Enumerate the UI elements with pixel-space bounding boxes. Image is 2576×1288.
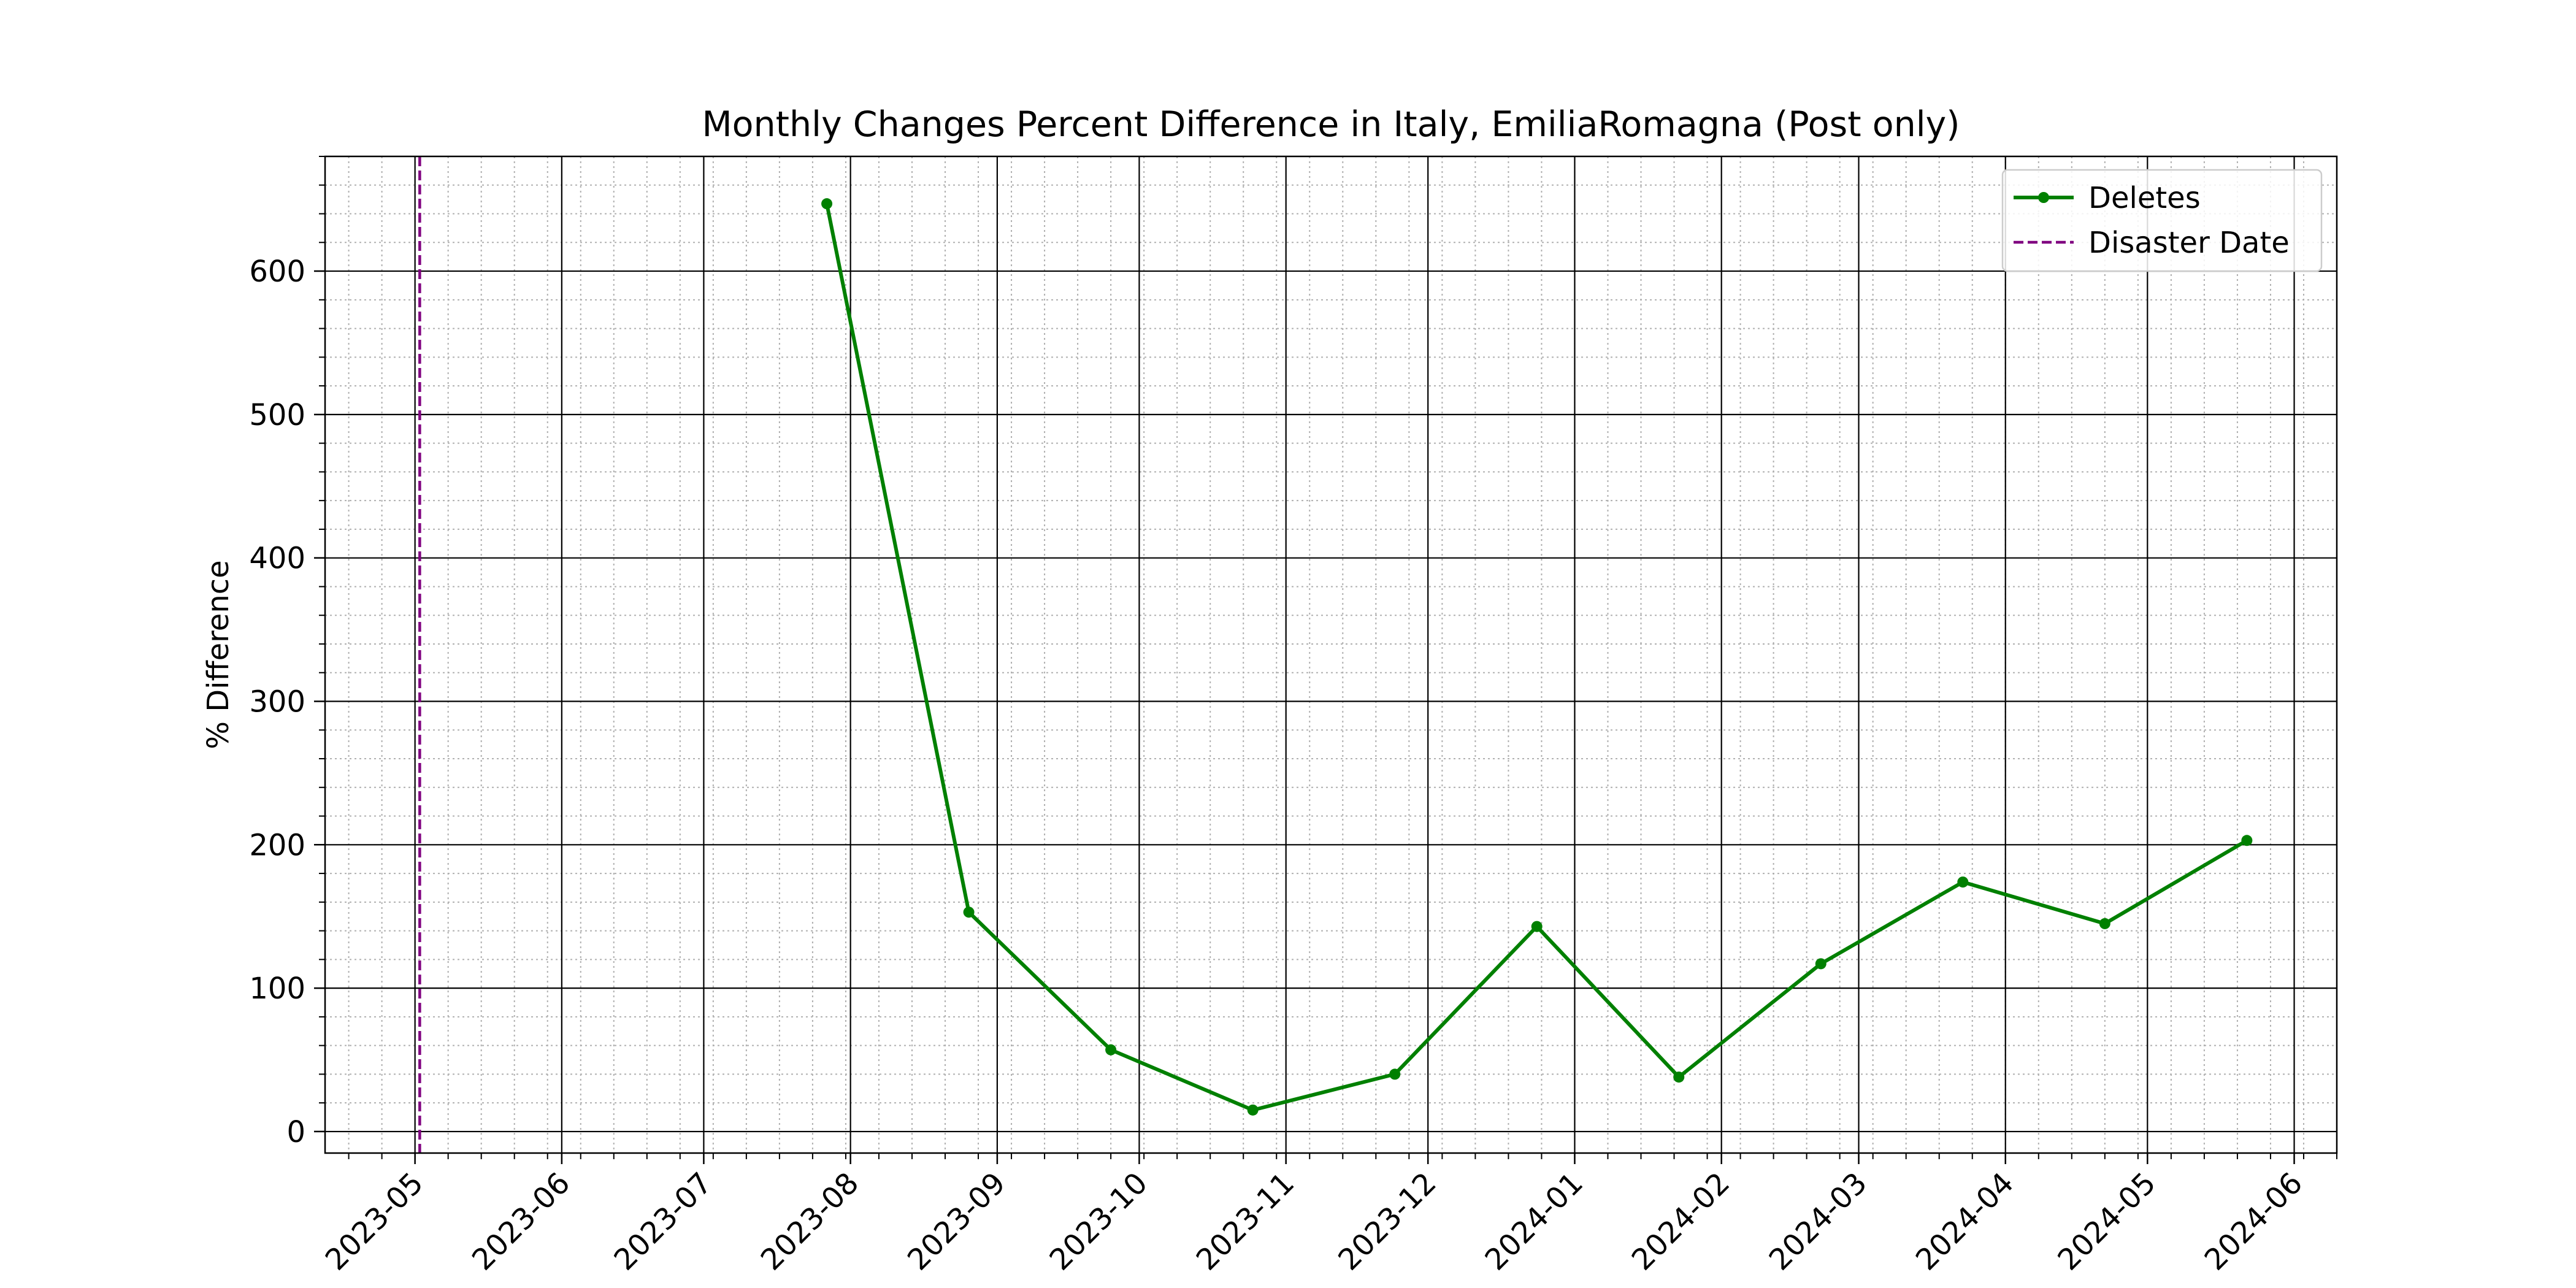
data-point: [1105, 1044, 1117, 1056]
y-tick-label: 500: [249, 398, 305, 432]
y-tick-label: 400: [249, 542, 305, 576]
x-tick-label: 2023-10: [1043, 1166, 1154, 1277]
x-tick-label: 2023-05: [319, 1166, 430, 1277]
data-point: [2241, 835, 2253, 846]
legend-label-disaster-date: Disaster Date: [2088, 226, 2290, 260]
data-point: [1673, 1071, 1685, 1083]
legend: Deletes Disaster Date: [2001, 169, 2323, 272]
x-tick-label: 2024-02: [1625, 1166, 1736, 1277]
series-line-deletes: [825, 203, 2248, 1112]
minor-grid: [325, 156, 2337, 1153]
chart-title: Monthly Changes Percent Difference in It…: [702, 104, 1960, 145]
x-tick-label: 2023-09: [901, 1166, 1012, 1277]
y-tick-label: 200: [249, 828, 305, 862]
x-tick-label: 2023-07: [607, 1166, 718, 1277]
x-tick-label: 2023-06: [466, 1166, 577, 1277]
y-tick-label: 100: [249, 972, 305, 1006]
legend-box: [2001, 169, 2323, 272]
legend-marker-deletes: [2038, 192, 2049, 203]
x-tick-label: 2024-05: [2051, 1166, 2162, 1277]
data-point: [1815, 958, 1827, 970]
x-tick-label: 2023-08: [754, 1166, 865, 1277]
y-axis-ticks: 0 100 200 300 400 500 600: [249, 156, 325, 1149]
x-tick-label: 2024-06: [2198, 1166, 2309, 1277]
x-tick-label: 2023-11: [1190, 1166, 1301, 1277]
data-point: [1531, 921, 1543, 932]
y-tick-label: 300: [249, 684, 305, 719]
x-tick-label: 2024-03: [1763, 1166, 1874, 1277]
data-point: [1389, 1068, 1401, 1080]
series-layer: [821, 198, 2253, 1116]
y-tick-label: 0: [286, 1115, 305, 1149]
y-tick-label: 600: [249, 255, 305, 289]
x-tick-label: 2024-01: [1479, 1166, 1590, 1277]
major-grid: [325, 156, 2337, 1153]
data-point: [1957, 876, 1969, 888]
plot-frame: [324, 155, 2338, 1154]
legend-label-deletes: Deletes: [2088, 181, 2201, 215]
data-point: [821, 198, 833, 210]
x-axis-ticks: 2023-05 2023-06 2023-07 2023-08 2023-09 2023-…: [319, 1153, 2337, 1277]
y-axis-label: % Difference: [201, 560, 236, 749]
data-point: [2099, 918, 2110, 929]
x-tick-label: 2023-12: [1332, 1166, 1443, 1277]
x-tick-label: 2024-04: [1909, 1166, 2020, 1277]
data-point: [1247, 1104, 1259, 1116]
data-point: [963, 907, 975, 918]
